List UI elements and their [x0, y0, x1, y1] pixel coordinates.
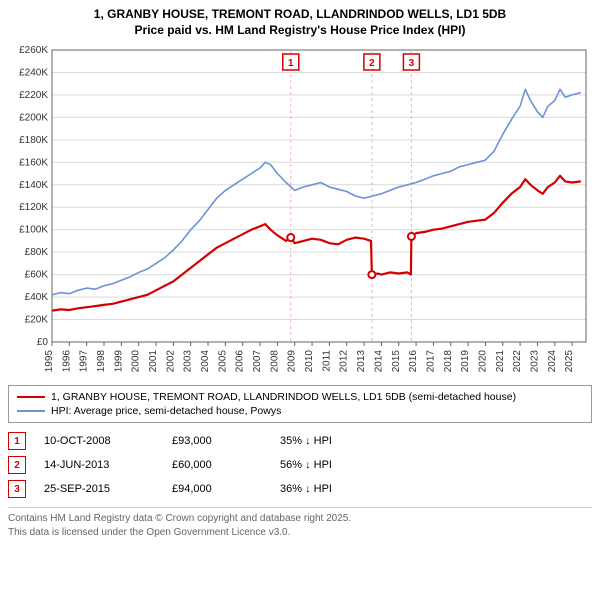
line-chart-svg: £0 £20K £40K £60K £80K £100K £120K £140K £160K £1…: [8, 44, 592, 374]
svg-text:£20K: £20K: [25, 315, 49, 326]
svg-text:2009: 2009: [287, 350, 298, 373]
svg-text:2013: 2013: [356, 350, 367, 373]
transaction-marker: 3: [8, 480, 26, 498]
svg-text:£160K: £160K: [19, 158, 48, 169]
page-container: 1, GRANBY HOUSE, TREMONT ROAD, LLANDRIND…: [0, 0, 600, 539]
transaction-marker: 2: [8, 456, 26, 474]
transaction-delta: 36% ↓ HPI: [280, 483, 400, 495]
title-line-1: 1, GRANBY HOUSE, TREMONT ROAD, LLANDRIND…: [94, 7, 506, 21]
svg-text:£200K: £200K: [19, 113, 48, 124]
svg-text:£0: £0: [37, 337, 49, 348]
svg-text:2001: 2001: [148, 350, 159, 373]
svg-text:2011: 2011: [321, 350, 332, 372]
svg-text:1996: 1996: [61, 350, 72, 373]
svg-text:2022: 2022: [512, 350, 523, 373]
svg-text:2014: 2014: [373, 350, 384, 373]
footer-attribution: Contains HM Land Registry data © Crown c…: [8, 507, 592, 539]
svg-text:2010: 2010: [304, 350, 315, 373]
transaction-delta: 35% ↓ HPI: [280, 435, 400, 447]
svg-text:2024: 2024: [547, 350, 558, 373]
svg-text:£120K: £120K: [19, 203, 48, 214]
svg-text:£180K: £180K: [19, 135, 48, 146]
svg-text:2018: 2018: [443, 350, 454, 373]
transaction-row: 2 14-JUN-2013 £60,000 56% ↓ HPI: [8, 453, 592, 477]
svg-text:1998: 1998: [96, 350, 107, 373]
title-line-2: Price paid vs. HM Land Registry's House …: [135, 23, 466, 37]
svg-text:2025: 2025: [564, 350, 575, 373]
svg-text:2008: 2008: [269, 350, 280, 373]
chart-title: 1, GRANBY HOUSE, TREMONT ROAD, LLANDRIND…: [0, 0, 600, 40]
svg-text:2003: 2003: [183, 350, 194, 373]
transaction-delta: 56% ↓ HPI: [280, 459, 400, 471]
legend-label-hpi: HPI: Average price, semi-detached house,…: [51, 405, 281, 417]
svg-text:2000: 2000: [131, 350, 142, 373]
transaction-row: 1 10-OCT-2008 £93,000 35% ↓ HPI: [8, 429, 592, 453]
svg-text:£80K: £80K: [25, 248, 49, 259]
svg-text:2: 2: [369, 58, 375, 69]
transaction-price: £60,000: [172, 459, 262, 471]
legend-row-2: HPI: Average price, semi-detached house,…: [17, 404, 583, 418]
transactions-table: 1 10-OCT-2008 £93,000 35% ↓ HPI 2 14-JUN-2013…: [8, 429, 592, 501]
legend-swatch-hpi: [17, 410, 45, 412]
svg-text:2006: 2006: [235, 350, 246, 373]
svg-text:1999: 1999: [113, 350, 124, 373]
svg-text:2023: 2023: [529, 350, 540, 373]
svg-text:£100K: £100K: [19, 225, 48, 236]
transaction-row: 3 25-SEP-2015 £94,000 36% ↓ HPI: [8, 477, 592, 501]
svg-text:2002: 2002: [165, 350, 176, 373]
svg-text:£40K: £40K: [25, 292, 49, 303]
svg-text:2015: 2015: [391, 350, 402, 373]
svg-text:2012: 2012: [339, 350, 350, 373]
svg-text:2004: 2004: [200, 350, 211, 373]
svg-text:£140K: £140K: [19, 180, 48, 191]
svg-text:£60K: £60K: [25, 270, 49, 281]
transaction-price: £94,000: [172, 483, 262, 495]
svg-text:2020: 2020: [477, 350, 488, 373]
svg-text:2005: 2005: [217, 350, 228, 373]
legend-row-1: 1, GRANBY HOUSE, TREMONT ROAD, LLANDRIND…: [17, 390, 583, 404]
transaction-date: 25-SEP-2015: [44, 483, 154, 495]
transaction-date: 10-OCT-2008: [44, 435, 154, 447]
svg-text:1997: 1997: [79, 350, 90, 373]
svg-text:£220K: £220K: [19, 90, 48, 101]
legend-label-price-paid: 1, GRANBY HOUSE, TREMONT ROAD, LLANDRIND…: [51, 391, 516, 403]
legend-box: 1, GRANBY HOUSE, TREMONT ROAD, LLANDRIND…: [8, 385, 592, 423]
svg-text:2017: 2017: [425, 350, 436, 373]
svg-text:£260K: £260K: [19, 45, 48, 56]
transaction-price: £93,000: [172, 435, 262, 447]
chart-area: £0 £20K £40K £60K £80K £100K £120K £140K £160K £1…: [8, 44, 592, 379]
svg-text:3: 3: [409, 58, 415, 69]
svg-text:2021: 2021: [495, 350, 506, 373]
svg-text:£240K: £240K: [19, 68, 48, 79]
svg-text:2019: 2019: [460, 350, 471, 373]
transaction-marker: 1: [8, 432, 26, 450]
footer-line-2: This data is licensed under the Open Gov…: [8, 527, 290, 538]
legend-swatch-price-paid: [17, 396, 45, 398]
svg-text:1995: 1995: [44, 350, 55, 373]
footer-line-1: Contains HM Land Registry data © Crown c…: [8, 513, 351, 524]
transaction-date: 14-JUN-2013: [44, 459, 154, 471]
svg-text:2007: 2007: [252, 350, 263, 373]
svg-text:2016: 2016: [408, 350, 419, 373]
svg-text:1: 1: [288, 58, 294, 69]
